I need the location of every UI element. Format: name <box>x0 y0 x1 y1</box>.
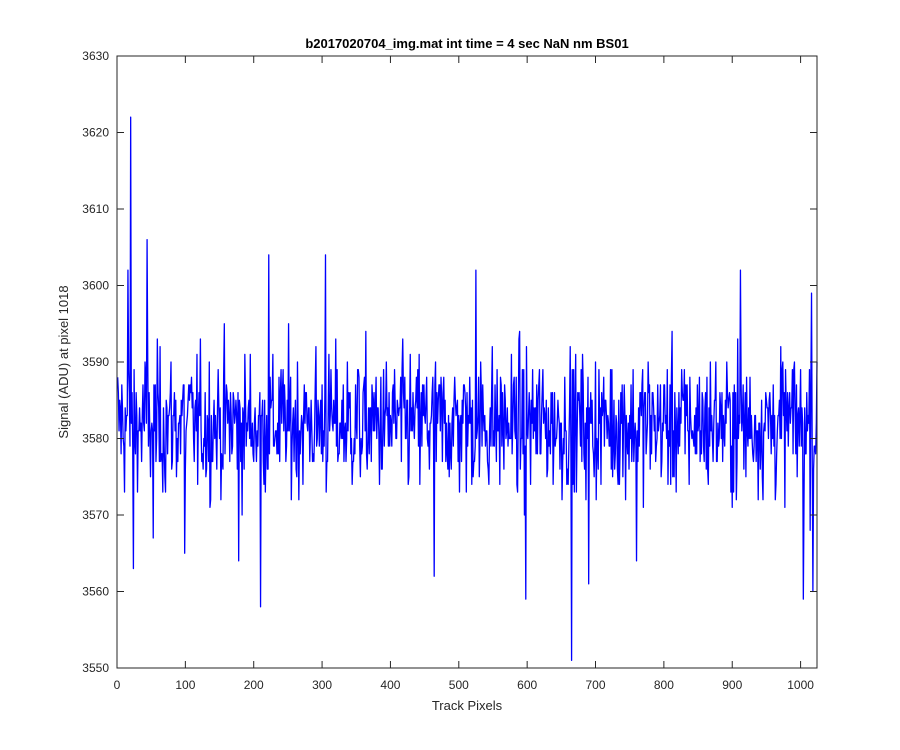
y-tick-label: 3620 <box>82 126 109 140</box>
x-axis-label: Track Pixels <box>432 698 503 713</box>
y-axis-label: Signal (ADU) at pixel 1018 <box>56 285 71 438</box>
series-line-0 <box>117 116 818 661</box>
y-tick-label: 3600 <box>82 279 109 293</box>
x-tick-label: 800 <box>654 678 674 692</box>
x-tick-label: 400 <box>380 678 400 692</box>
y-tick-label: 3560 <box>82 585 109 599</box>
plot-background <box>117 56 817 668</box>
x-tick-label: 500 <box>449 678 469 692</box>
y-tick-label: 3570 <box>82 508 109 522</box>
x-tick-label: 0 <box>114 678 121 692</box>
x-tick-label: 100 <box>175 678 195 692</box>
y-tick-label: 3590 <box>82 355 109 369</box>
y-tick-label: 3550 <box>82 661 109 675</box>
y-tick-label: 3580 <box>82 432 109 446</box>
y-tick-label: 3610 <box>82 202 109 216</box>
x-tick-label: 1000 <box>787 678 814 692</box>
x-tick-label: 600 <box>517 678 537 692</box>
x-tick-label: 700 <box>586 678 606 692</box>
x-tick-label: 900 <box>722 678 742 692</box>
x-tick-label: 200 <box>244 678 264 692</box>
x-tick-label: 300 <box>312 678 332 692</box>
chart-title: b2017020704_img.mat int time = 4 sec NaN… <box>305 36 628 51</box>
y-tick-label: 3630 <box>82 49 109 63</box>
plot-area: 0 100 200 300 400 500 600 700 800 900 1000 3550 3560… <box>82 49 818 692</box>
